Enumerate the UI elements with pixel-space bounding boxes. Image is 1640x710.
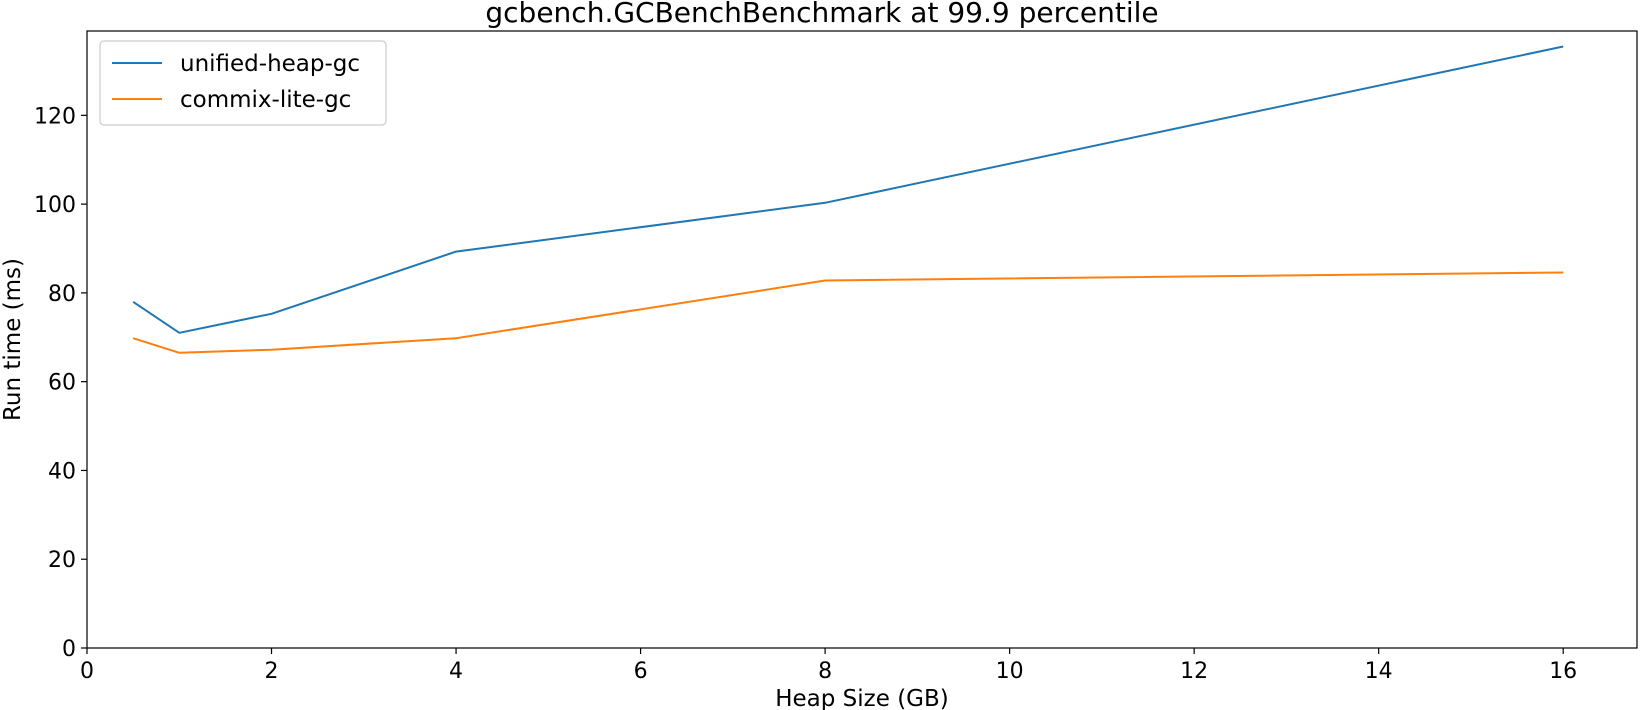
x-tick-label: 6 xyxy=(634,659,648,684)
x-axis-label: Heap Size (GB) xyxy=(775,686,949,710)
plot-frame xyxy=(86,30,1638,649)
series-line-1 xyxy=(132,271,1564,354)
y-tick-label: 80 xyxy=(48,282,76,307)
y-tick-label: 20 xyxy=(48,548,76,573)
legend-label-1: commix-lite-gc xyxy=(180,87,351,113)
x-tick-label: 0 xyxy=(80,659,94,684)
y-axis-label: Run time (ms) xyxy=(0,258,26,421)
x-tick-label: 12 xyxy=(1180,659,1208,684)
x-axis-ticks: 0 2 4 6 8 10 12 14 16 xyxy=(80,648,1577,684)
x-tick-label: 4 xyxy=(449,659,463,684)
x-tick-label: 16 xyxy=(1549,659,1577,684)
y-tick-label: 100 xyxy=(34,193,76,218)
x-tick-label: 2 xyxy=(265,659,279,684)
y-tick-label: 120 xyxy=(34,104,76,129)
y-tick-label: 40 xyxy=(48,459,76,484)
y-tick-label: 0 xyxy=(62,637,76,662)
series-line-0 xyxy=(132,45,1564,334)
series-layer xyxy=(132,45,1564,354)
x-tick-label: 8 xyxy=(818,659,832,684)
legend-label-0: unified-heap-gc xyxy=(180,51,360,77)
legend: unified-heap-gc commix-lite-gc xyxy=(99,40,387,126)
legend-box xyxy=(99,40,387,126)
y-axis-ticks: 0 20 40 60 80 100 120 xyxy=(34,104,87,662)
y-tick-label: 60 xyxy=(48,371,76,396)
x-tick-label: 14 xyxy=(1365,659,1393,684)
x-tick-label: 10 xyxy=(996,659,1024,684)
chart-title: gcbench.GCBenchBenchmark at 99.9 percent… xyxy=(485,0,1158,29)
